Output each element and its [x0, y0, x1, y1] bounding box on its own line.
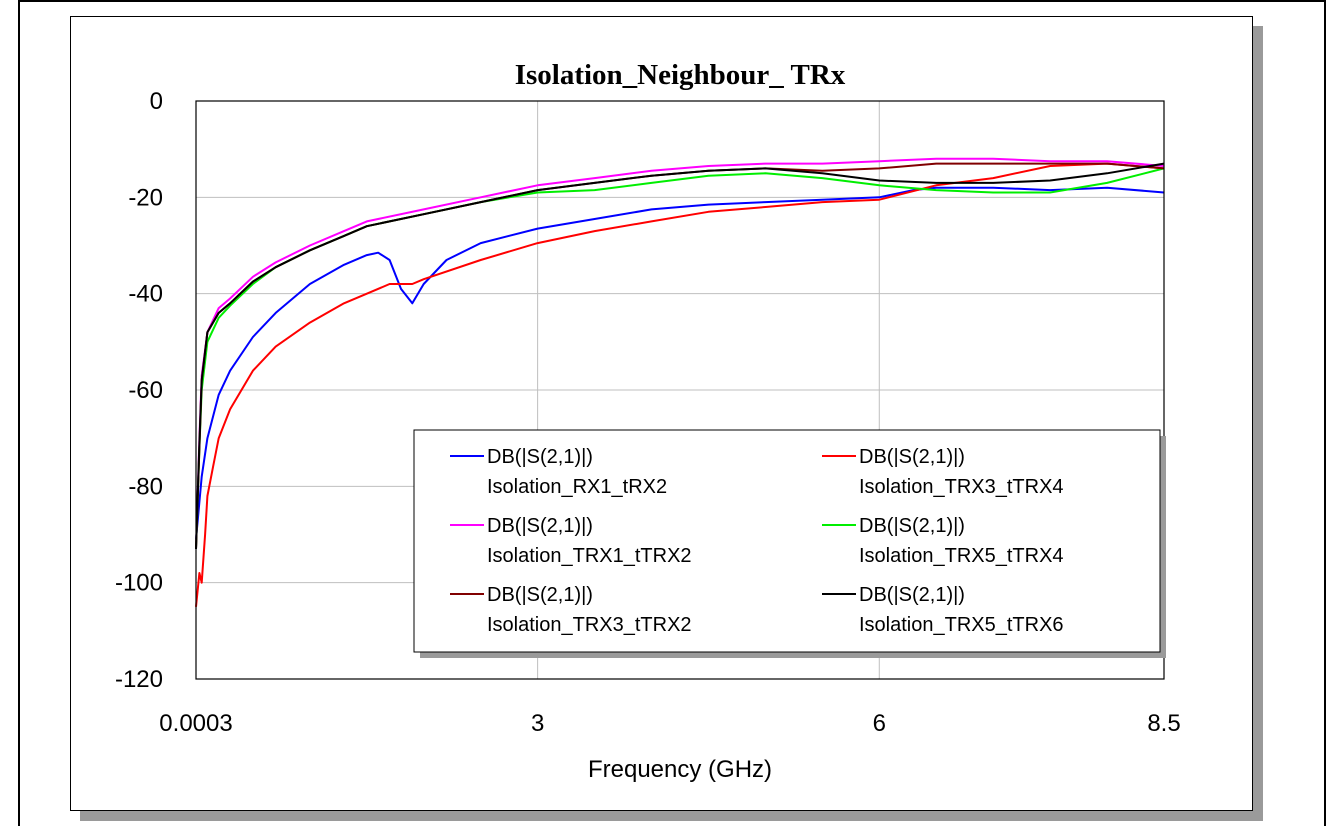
- y-tick-label: -60: [128, 377, 163, 404]
- x-tick-label: 3: [531, 710, 544, 737]
- y-tick-label: -20: [128, 184, 163, 211]
- tick-labels: 0 -20 -40 -60 -80 -100 -120 0.0003 3 6 8.5: [115, 88, 1181, 737]
- x-axis-label: Frequency (GHz): [588, 756, 772, 783]
- legend-label: DB(|S(2,1)|): [859, 584, 965, 606]
- x-tick-label: 8.5: [1147, 710, 1180, 737]
- legend-label-detail: Isolation_TRX5_tTRX6: [859, 614, 1064, 636]
- y-tick-label: -40: [128, 281, 163, 308]
- series-line-2: [195, 162, 1165, 607]
- legend-label: DB(|S(2,1)|): [487, 584, 593, 606]
- series-lines: [195, 157, 1165, 607]
- legend-label-detail: Isolation_TRX5_tTRX4: [859, 545, 1064, 567]
- x-tick-label: 6: [873, 710, 886, 737]
- legend-label-detail: Isolation_TRX1_tTRX2: [487, 545, 692, 567]
- legend-label-detail: Isolation_TRX3_tTRX4: [859, 476, 1064, 498]
- y-tick-label: -80: [128, 473, 163, 500]
- y-tick-label: 0: [150, 88, 163, 115]
- legend-label: DB(|S(2,1)|): [487, 446, 593, 468]
- plot-area-frame: [195, 100, 1165, 680]
- y-tick-label: -120: [115, 666, 163, 693]
- legend-label: DB(|S(2,1)|): [859, 446, 965, 468]
- x-tick-label: 0.0003: [159, 710, 232, 737]
- legend-label-detail: Isolation_TRX3_tTRX2: [487, 614, 692, 636]
- legend-label-detail: Isolation_RX1_tRX2: [487, 476, 667, 498]
- legend-box: [413, 429, 1161, 653]
- legend-label: DB(|S(2,1)|): [487, 515, 593, 537]
- window-frame: [18, 0, 1326, 826]
- legend-label: DB(|S(2,1)|): [859, 515, 965, 537]
- series-line-3: [195, 157, 1165, 550]
- y-tick-label: -100: [115, 570, 163, 597]
- legend: DB(|S(2,1)|) Isolation_RX1_tRX2 DB(|S(2,1)…: [413, 429, 1166, 658]
- series-line-6: [195, 162, 1165, 550]
- chart-title: Isolation_Neighbour_ TRx: [515, 59, 846, 91]
